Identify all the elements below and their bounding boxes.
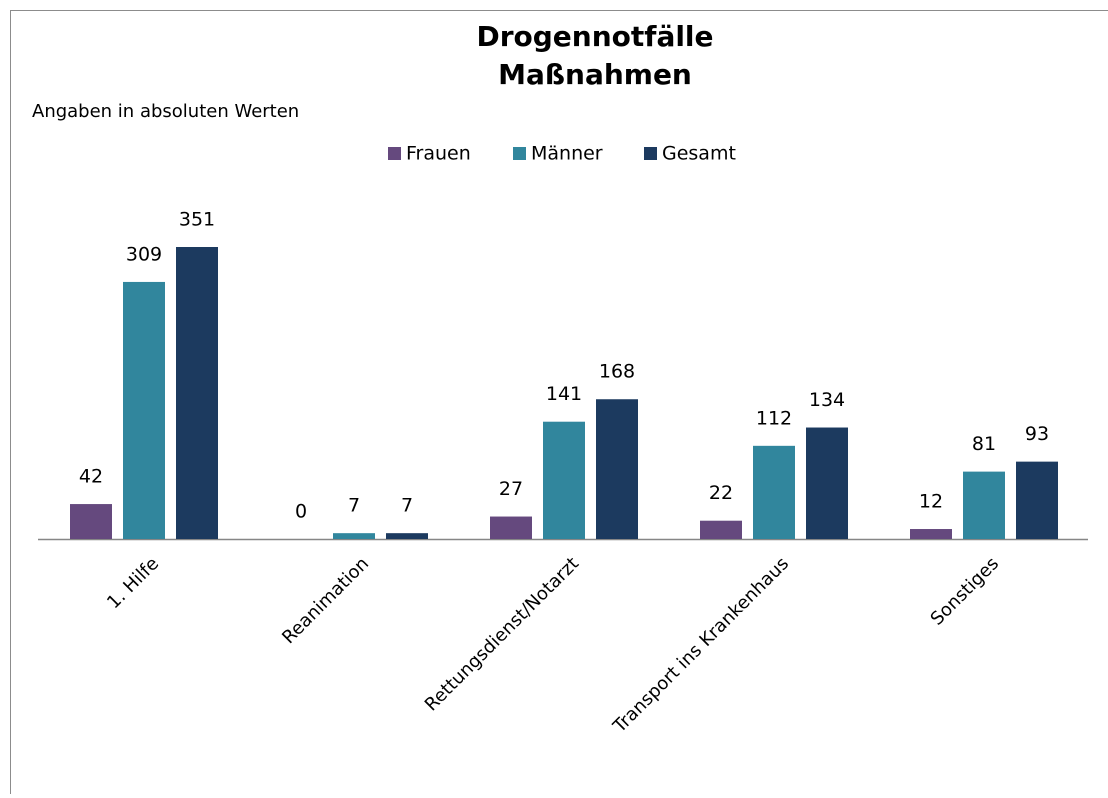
data-label: 12 [919,491,943,513]
bar [596,399,638,539]
bar [963,472,1005,539]
bar [1016,462,1058,539]
data-label: 7 [348,495,360,517]
data-label: 168 [599,361,635,383]
legend-label: Frauen [406,143,471,165]
data-label: 27 [499,478,523,500]
bar [543,422,585,539]
bar [753,446,795,539]
data-label: 309 [126,243,162,265]
data-label: 0 [295,501,307,523]
chart-title: Drogennotfälle [476,20,713,53]
data-label: 134 [809,389,845,411]
data-label: 81 [972,433,996,455]
data-label: 112 [756,407,792,429]
bar [386,533,428,539]
legend-swatch [513,147,526,160]
legend-label: Gesamt [662,143,736,165]
chart-title: Maßnahmen [498,58,692,91]
bar [123,282,165,539]
legend-swatch [644,147,657,160]
legend-swatch [388,147,401,160]
data-label: 7 [401,495,413,517]
bar [333,533,375,539]
data-label: 351 [179,209,215,231]
legend-label: Männer [531,143,603,165]
data-label: 42 [79,466,103,488]
bar [176,247,218,539]
bar [910,529,952,539]
data-label: 93 [1025,423,1049,445]
bar [490,517,532,539]
bar [70,504,112,539]
data-label: 22 [709,482,733,504]
data-label: 141 [546,383,582,405]
bar [806,428,848,539]
bar [700,521,742,539]
chart-subtitle: Angaben in absoluten Werten [32,101,299,122]
